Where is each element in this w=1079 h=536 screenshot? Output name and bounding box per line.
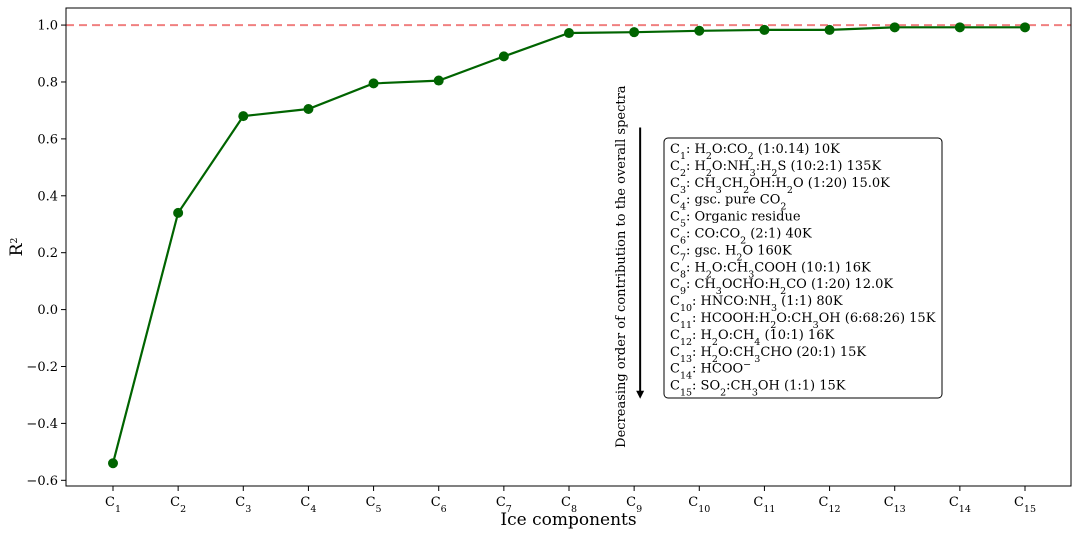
y-tick-label: −0.6 [26, 474, 58, 489]
legend-entry: C13: H2O:CH3CHO (20:1) 15K [670, 345, 866, 365]
data-point [433, 75, 444, 86]
annotation: Decreasing order of contribution to the … [614, 85, 645, 448]
legend-entry: C15: SO2:CH3OH (1:1) 15K [670, 379, 846, 399]
x-tick-label: C9 [626, 495, 642, 515]
y-tick-label: 0.6 [37, 132, 58, 147]
y-axis-label: R2 [7, 238, 27, 257]
x-axis: C1 C2 C3 C4 C5 C6 C7 C8 C9 C10 C11 C12 C13 C14 C15 [105, 486, 1036, 515]
x-axis-label: Ice components [500, 510, 636, 530]
x-tick-label: C5 [366, 495, 382, 515]
data-point [498, 51, 509, 62]
legend-entry: C4: gsc. pure CO2 [670, 193, 786, 213]
y-axis: −0.6 −0.4 −0.2 0.0 0.2 0.4 0.6 0.8 1.0 [26, 19, 66, 489]
data-point [238, 111, 249, 122]
data-point [303, 104, 314, 115]
marker-layer [108, 22, 1030, 469]
data-point [889, 22, 900, 33]
y-tick-label: 0.4 [37, 189, 58, 204]
data-point [173, 207, 184, 218]
x-tick-label: C11 [753, 495, 775, 515]
legend-entry: C1: H2O:CO2 (1:0.14) 10K [670, 142, 840, 162]
data-point [759, 24, 770, 35]
y-tick-label: −0.2 [26, 360, 58, 375]
y-tick-label: −0.4 [26, 417, 58, 432]
x-tick-label: C12 [819, 495, 841, 515]
annotation-arrow-head [636, 390, 645, 399]
data-point [694, 25, 705, 36]
data-point [824, 24, 835, 35]
x-tick-label: C7 [496, 495, 512, 515]
data-point [108, 458, 118, 469]
x-tick-label: C10 [688, 495, 710, 515]
y-tick-label: 1.0 [37, 19, 58, 34]
annotation-text: Decreasing order of contribution to the … [614, 85, 629, 448]
legend-entry: C10: HNCO:NH3 (1:1) 80K [670, 294, 843, 314]
data-point [954, 22, 965, 33]
legend-entry: C8: H2O:CH3COOH (10:1) 16K [670, 260, 871, 280]
legend-entry: C12: H2O:CH4 (10:1) 16K [670, 328, 834, 348]
x-tick-label: C1 [105, 495, 121, 515]
x-tick-label: C14 [949, 495, 971, 515]
data-point [1020, 22, 1030, 33]
legend-entry: C3: CH3CH2OH:H2O (1:20) 15.0K [670, 176, 890, 196]
legend-entry: C11: HCOOH:H2O:CH3OH (6:68:26) 15K [670, 311, 936, 331]
legend-box [663, 137, 943, 399]
legend-entry: C2: H2O:NH3:H2S (10:2:1) 135K [670, 159, 881, 179]
legend-entry: C5: Organic residue [670, 210, 801, 230]
data-point [368, 78, 379, 89]
legend-entry: C6: CO:CO2 (2:1) 40K [670, 227, 812, 247]
x-tick-label: C4 [300, 495, 316, 515]
x-tick-label: C13 [884, 495, 906, 515]
legend-entry: C14: HCOO− [670, 359, 751, 381]
data-point [564, 28, 574, 39]
legend-entry: C9: CH3OCHO:H2CO (1:20) 12.0K [670, 277, 893, 297]
y-tick-label: 0.2 [37, 246, 58, 261]
data-point [629, 27, 640, 38]
y-tick-label: 0.8 [37, 75, 58, 90]
y-tick-label: 0.0 [37, 303, 58, 318]
x-tick-label: C15 [1014, 495, 1036, 515]
x-tick-label: C2 [170, 495, 186, 515]
x-tick-label: C3 [235, 495, 251, 515]
legend-entry: C7: gsc. H2O 160K [670, 243, 792, 263]
x-tick-label: C8 [561, 495, 577, 515]
x-tick-label: C6 [431, 495, 447, 515]
